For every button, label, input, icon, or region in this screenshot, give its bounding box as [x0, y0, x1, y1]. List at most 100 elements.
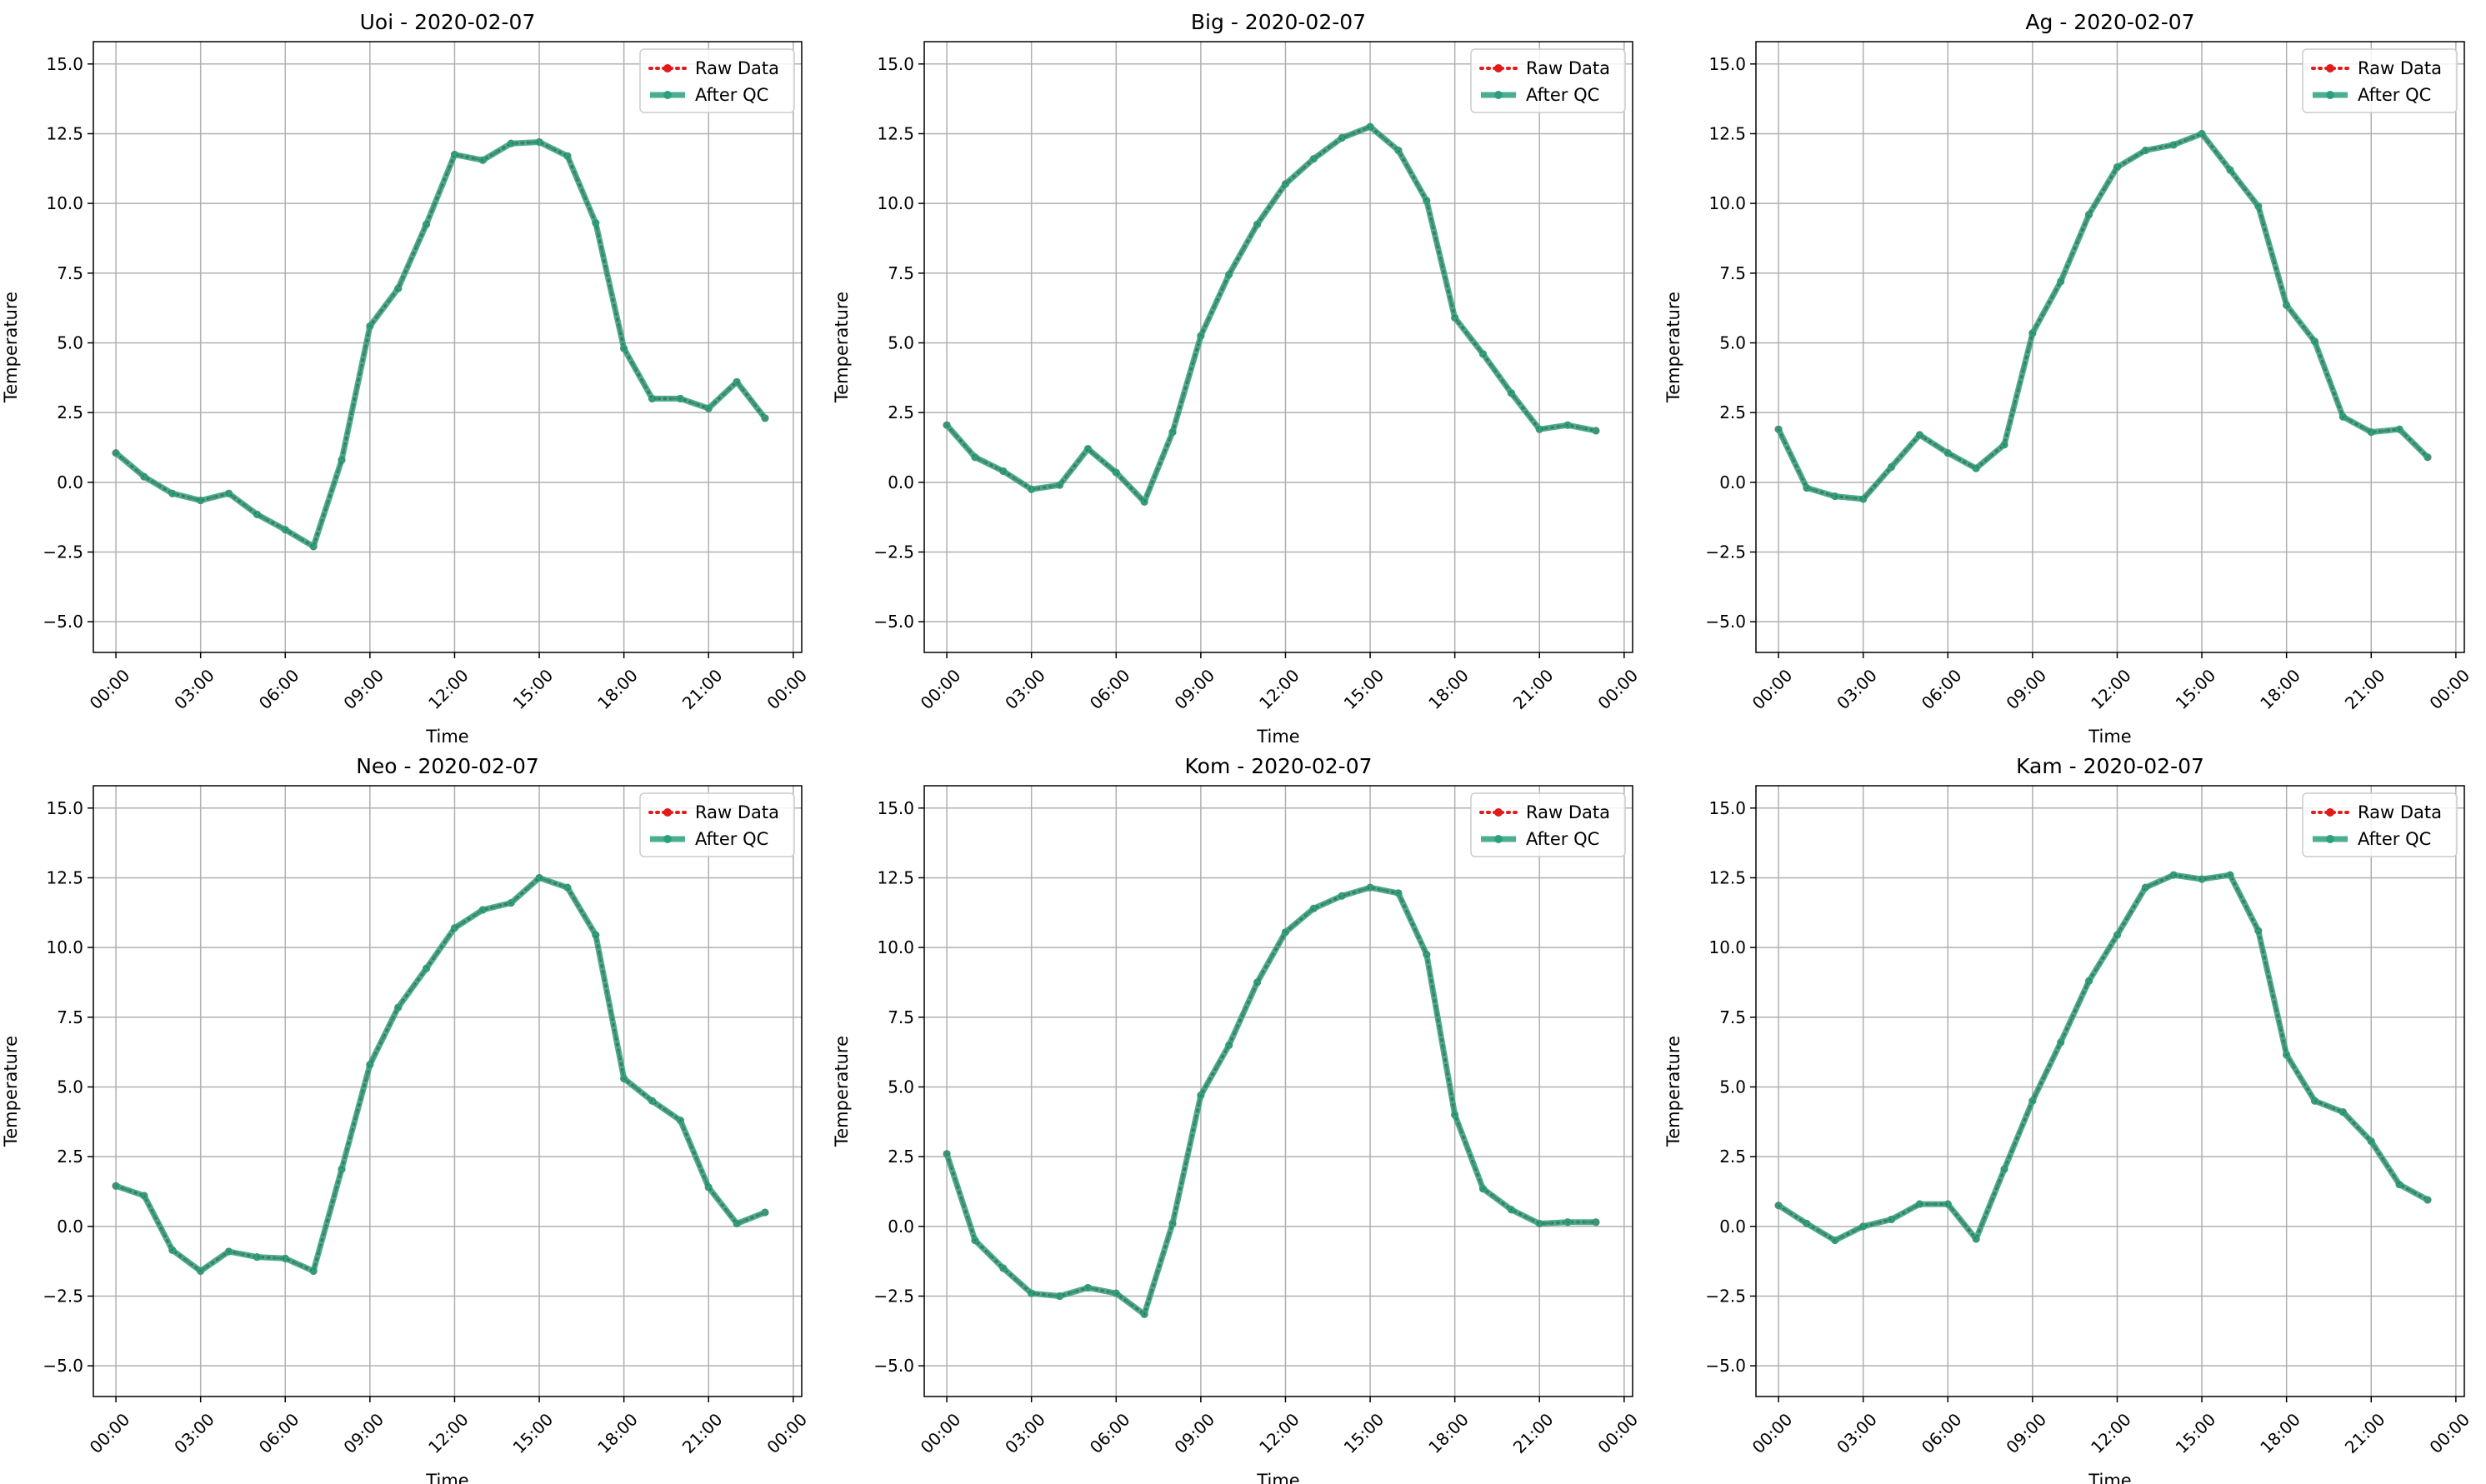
point-after-qc	[2198, 129, 2206, 137]
legend-marker-raw-data	[2326, 64, 2334, 72]
chart-panel-6: −5.0 −2.5 0.0 2.5 5.0 7.5 10.0 12.5 15.0 00:00 03:…	[1663, 754, 2473, 1484]
series-line-after-qc	[1775, 131, 2430, 502]
x-tick-label: 18:00	[1424, 1409, 1473, 1457]
x-axis-label: Time	[2088, 727, 2131, 747]
y-tick-label: 5.0	[57, 332, 83, 352]
y-tick-label: −5.0	[1705, 1356, 1746, 1376]
x-tick-label: 09:00	[339, 665, 388, 713]
point-after-qc	[2085, 977, 2093, 985]
y-tick-label: 7.5	[57, 1007, 83, 1027]
point-after-qc	[1592, 1218, 1600, 1227]
series-line-raw-data-overlay	[946, 125, 1597, 504]
x-tick-label: 06:00	[1918, 665, 1966, 713]
legend-marker-raw-data	[663, 64, 672, 72]
y-axis-label: Temperature	[1663, 292, 1683, 403]
x-tick-label: 09:00	[2002, 665, 2050, 713]
x-tick-label: 03:00	[170, 1409, 218, 1457]
point-after-qc	[1394, 147, 1403, 155]
x-tick-label: 15:00	[1340, 665, 1388, 713]
point-after-qc	[1831, 492, 1839, 501]
y-tick-label: −2.5	[1705, 1287, 1746, 1307]
y-tick-label: 15.0	[46, 798, 83, 818]
point-after-qc	[1888, 1215, 1896, 1223]
chart-title: Kom - 2020-02-07	[1185, 754, 1373, 778]
y-tick-label: 5.0	[1719, 1077, 1746, 1097]
point-after-qc	[2283, 301, 2291, 309]
x-tick-label: 03:00	[1001, 1409, 1049, 1457]
y-tick-label: 12.5	[877, 123, 914, 143]
legend: Raw Data After QC	[2302, 792, 2458, 857]
point-after-qc	[1915, 1200, 1923, 1208]
x-tick-label: 15:00	[2172, 1409, 2220, 1457]
legend-label-raw-data: Raw Data	[2358, 802, 2442, 822]
x-tick-label: 09:00	[1170, 1409, 1218, 1457]
chart-panel-5: −5.0 −2.5 0.0 2.5 5.0 7.5 10.0 12.5 15.0 00:00 03:…	[832, 754, 1642, 1484]
x-tick-label: 03:00	[1001, 665, 1049, 713]
legend-marker-after-qc	[663, 835, 672, 843]
y-tick-label: −5.0	[43, 1356, 83, 1376]
point-after-qc	[338, 1165, 346, 1173]
point-after-qc	[592, 219, 600, 227]
chart-title: Big - 2020-02-07	[1191, 10, 1366, 34]
x-axis-label: Time	[425, 727, 468, 747]
y-tick-label: 0.0	[888, 1217, 914, 1237]
y-axis-label: Temperature	[1, 1036, 21, 1147]
x-tick-label: 15:00	[2172, 665, 2220, 713]
point-after-qc	[2198, 875, 2206, 883]
x-tick-label: 12:00	[2087, 1409, 2135, 1457]
x-tick-label: 00:00	[2425, 1409, 2473, 1457]
point-after-qc	[1309, 904, 1318, 912]
legend-label-after-qc: After QC	[2358, 85, 2431, 105]
x-tick-label: 09:00	[339, 1409, 388, 1457]
point-after-qc	[1972, 1235, 1980, 1243]
x-tick-label: 03:00	[1833, 1409, 1881, 1457]
point-after-qc	[2395, 1181, 2403, 1189]
x-tick-label: 15:00	[509, 665, 558, 713]
y-tick-label: 2.5	[888, 1147, 914, 1167]
point-after-qc	[168, 489, 177, 497]
point-after-qc	[1423, 197, 1431, 205]
y-tick-label: −5.0	[873, 1356, 914, 1376]
x-tick-label: 00:00	[763, 1409, 811, 1457]
point-after-qc	[761, 414, 769, 422]
x-tick-label: 00:00	[1593, 1409, 1642, 1457]
point-after-qc	[2085, 211, 2093, 219]
y-tick-label: 15.0	[46, 54, 83, 74]
x-tick-label: 06:00	[255, 665, 303, 713]
x-tick-label: 18:00	[2256, 665, 2304, 713]
point-after-qc	[1803, 1219, 1811, 1227]
point-after-qc	[733, 1219, 741, 1227]
axes-frame	[93, 41, 803, 653]
point-after-qc	[1943, 1200, 1952, 1208]
y-tick-label: 12.5	[1708, 867, 1746, 887]
plot-area	[93, 786, 802, 1397]
point-after-qc	[309, 1267, 318, 1275]
chart-panel-4: −5.0 −2.5 0.0 2.5 5.0 7.5 10.0 12.5 15.0 00:00 03:…	[1, 754, 811, 1484]
x-tick-label: 03:00	[1833, 665, 1881, 713]
point-after-qc	[140, 472, 148, 481]
y-tick-label: 10.0	[46, 937, 83, 957]
point-after-qc	[999, 467, 1008, 475]
x-tick-label: 12:00	[424, 665, 473, 713]
legend: Raw Data After QC	[1470, 48, 1626, 113]
point-after-qc	[1112, 1289, 1120, 1297]
y-tick-label: 2.5	[1719, 402, 1746, 422]
x-tick-label: 00:00	[1748, 665, 1797, 713]
point-after-qc	[1943, 449, 1952, 457]
series-line-raw-data-overlay	[1778, 874, 2428, 1242]
legend-label-raw-data: Raw Data	[1526, 802, 1610, 822]
y-tick-label: −2.5	[873, 1287, 914, 1307]
y-tick-label: 15.0	[877, 54, 914, 74]
y-tick-label: 10.0	[46, 193, 83, 213]
point-after-qc	[1338, 892, 1346, 900]
point-after-qc	[2254, 927, 2263, 935]
y-tick-label: 5.0	[888, 332, 914, 352]
point-after-qc	[507, 139, 515, 147]
x-tick-label: 12:00	[1255, 665, 1303, 713]
y-tick-label: 7.5	[888, 1007, 914, 1027]
x-tick-label: 00:00	[2425, 665, 2473, 713]
x-tick-label: 21:00	[678, 1409, 727, 1457]
legend-label-raw-data: Raw Data	[1526, 58, 1610, 78]
y-tick-label: 0.0	[1719, 1217, 1746, 1237]
point-after-qc	[1168, 428, 1177, 437]
